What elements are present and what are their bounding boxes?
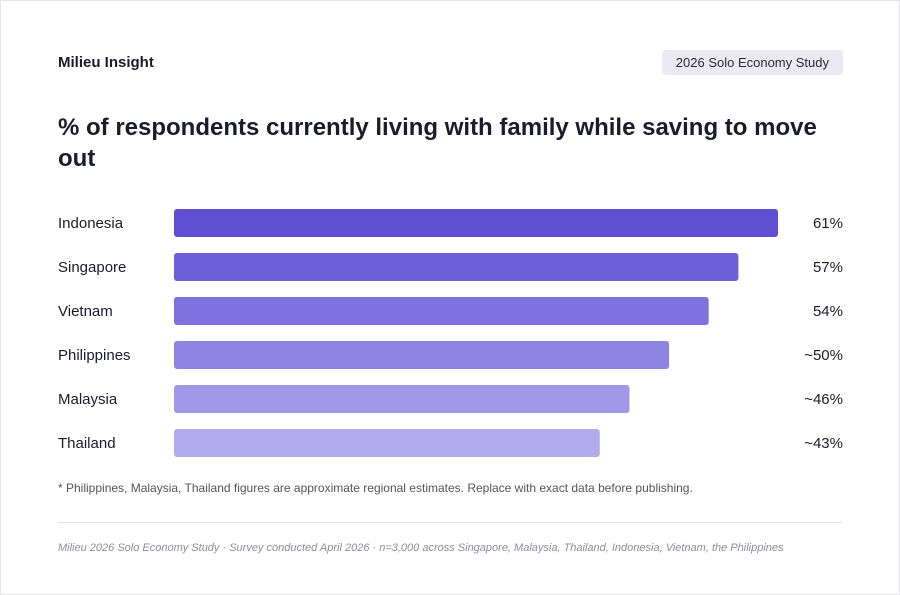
value-label: 57% xyxy=(813,259,843,276)
bar-chart: Indonesia 61% Singapore 57% Vietnam 54% Philip… xyxy=(58,209,843,457)
source-footer: Milieu 2026 Solo Economy Study · Survey … xyxy=(58,542,784,554)
brand-name: Milieu Insight xyxy=(58,54,154,71)
bar xyxy=(174,341,670,369)
bar xyxy=(174,385,630,413)
value-label: 54% xyxy=(813,303,843,320)
divider xyxy=(58,522,842,523)
category-label: Thailand xyxy=(58,435,116,452)
value-label: 61% xyxy=(813,215,843,232)
category-label: Malaysia xyxy=(58,391,118,408)
category-label: Indonesia xyxy=(58,215,124,232)
chart-title: % of respondents currently living with f… xyxy=(58,114,817,172)
value-label: ~46% xyxy=(804,391,843,408)
category-label: Philippines xyxy=(58,347,131,364)
bar xyxy=(174,209,778,237)
value-label: ~43% xyxy=(804,435,843,452)
bar xyxy=(174,297,709,325)
bar xyxy=(174,429,600,457)
category-label: Singapore xyxy=(58,259,126,276)
category-label: Vietnam xyxy=(58,303,113,320)
bar xyxy=(174,253,739,281)
study-badge: 2026 Solo Economy Study xyxy=(661,50,843,75)
footnote: * Philippines, Malaysia, Thailand figure… xyxy=(58,481,693,495)
value-label: ~50% xyxy=(804,347,843,364)
